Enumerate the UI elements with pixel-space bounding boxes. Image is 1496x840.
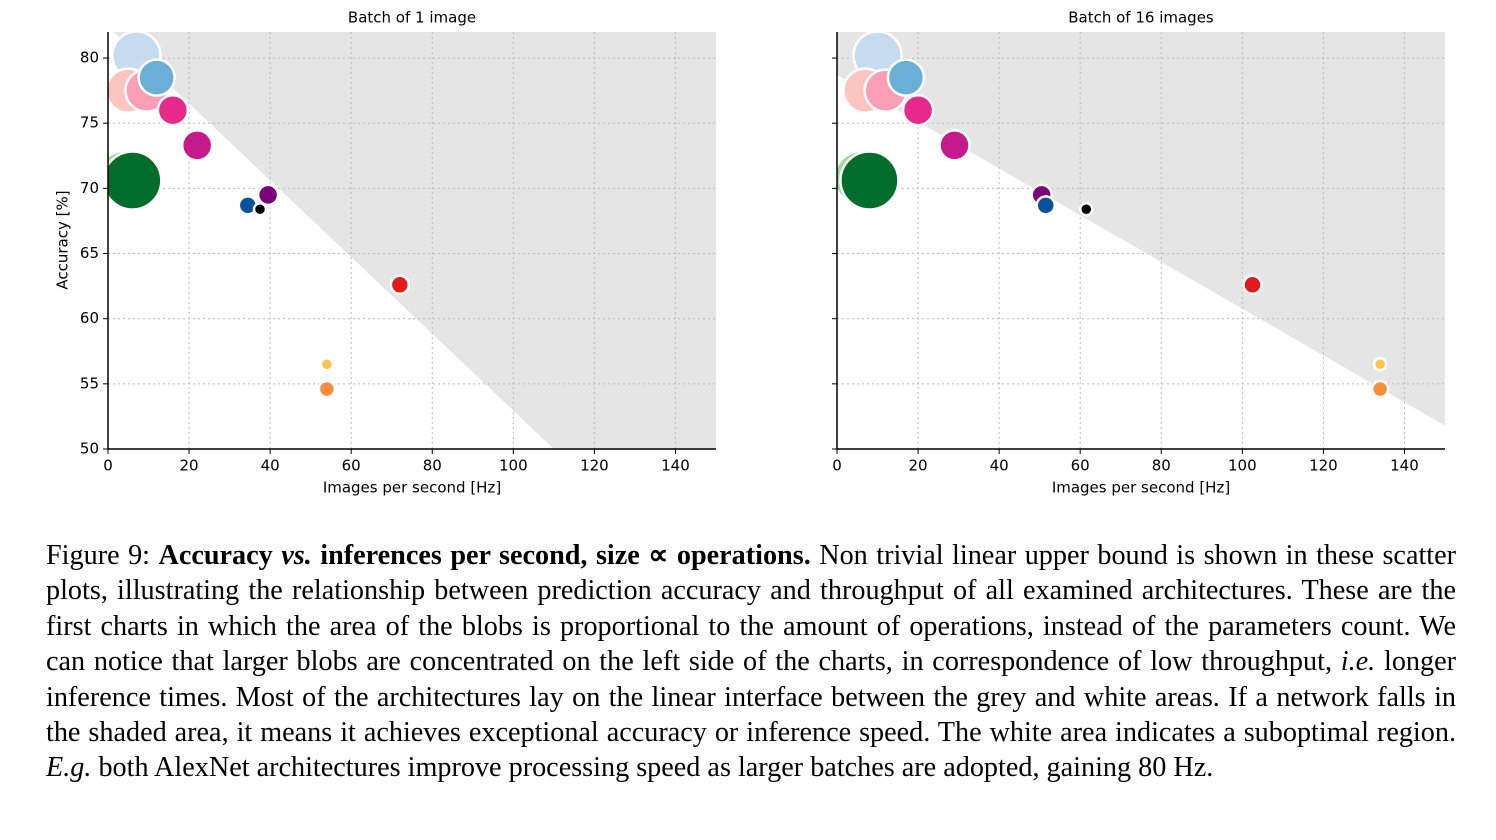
x-tick-label: 60 (342, 457, 361, 475)
plot-area (837, 32, 1445, 449)
caption-text: longer inference times. Most of the arch… (46, 646, 1457, 749)
y-tick-label: 60 (80, 309, 99, 327)
chart-title: Batch of 16 images (1068, 9, 1214, 27)
caption-text: Non trivial linear upper bound is shown … (46, 540, 1457, 678)
x-tick-label: 40 (261, 457, 280, 475)
x-tick-label: 120 (1309, 457, 1338, 475)
x-tick-label: 140 (1390, 457, 1419, 475)
x-tick-label: 20 (180, 457, 199, 475)
y-tick-label: 50 (80, 440, 99, 458)
x-tick-label: 100 (499, 457, 528, 475)
y-tick-label: 55 (80, 374, 99, 392)
x-axis-label: Images per second [Hz] (323, 479, 501, 497)
caption-bold: Accuracy (158, 540, 273, 571)
caption: Figure 9: Accuracy vs. inferences per se… (46, 538, 1456, 786)
x-tick-label: 40 (990, 457, 1009, 475)
plot-area (108, 32, 716, 449)
bubble (319, 357, 335, 372)
x-tick-label: 80 (1152, 457, 1171, 475)
bubble (1035, 195, 1056, 216)
caption-label: Figure 9: (46, 540, 150, 571)
caption-italic: i.e. (1340, 646, 1376, 678)
bubble (137, 58, 176, 97)
bubble (938, 129, 971, 162)
y-tick-label: 70 (80, 179, 99, 197)
x-tick-label: 80 (423, 457, 442, 475)
caption-bold-italic: vs. (281, 540, 312, 571)
bubble (839, 150, 900, 211)
x-tick-label: 60 (1071, 457, 1090, 475)
x-tick-label: 120 (580, 457, 609, 475)
y-axis-label: Accuracy [%] (54, 190, 72, 289)
bubble (317, 379, 337, 399)
bubble (252, 201, 268, 217)
bubble (389, 274, 411, 296)
bubble (1370, 379, 1390, 399)
y-tick-label: 80 (80, 49, 99, 67)
caption-italic: E.g. (46, 752, 92, 784)
bubble (1079, 201, 1094, 217)
bubble (1242, 274, 1263, 296)
shaded-region (837, 32, 1445, 449)
x-tick-label: 20 (909, 457, 928, 475)
chart-title: Batch of 1 image (348, 9, 476, 27)
x-tick-label: 140 (661, 457, 690, 475)
caption-text: both AlexNet architectures improve proce… (98, 752, 1214, 784)
bubble (256, 183, 280, 207)
bubble (108, 150, 163, 211)
bubble (156, 93, 190, 127)
x-tick-label: 0 (103, 457, 113, 475)
x-tick-label: 0 (832, 457, 842, 475)
figure: 0 20 40 60 80 100 120 140 50 55 60 65 70 75 80 Batch of… (54, 9, 1445, 497)
bubble (901, 93, 935, 127)
bubble (886, 58, 926, 97)
shaded-region (108, 32, 716, 449)
bubble (180, 129, 214, 162)
x-axis-label: Images per second [Hz] (1052, 479, 1230, 497)
x-tick-label: 100 (1228, 457, 1257, 475)
caption-bold: inferences per second, size ∝ operations… (320, 540, 811, 571)
y-tick-label: 65 (80, 244, 99, 262)
y-tick-label: 75 (80, 114, 99, 132)
bubble (1372, 357, 1388, 372)
